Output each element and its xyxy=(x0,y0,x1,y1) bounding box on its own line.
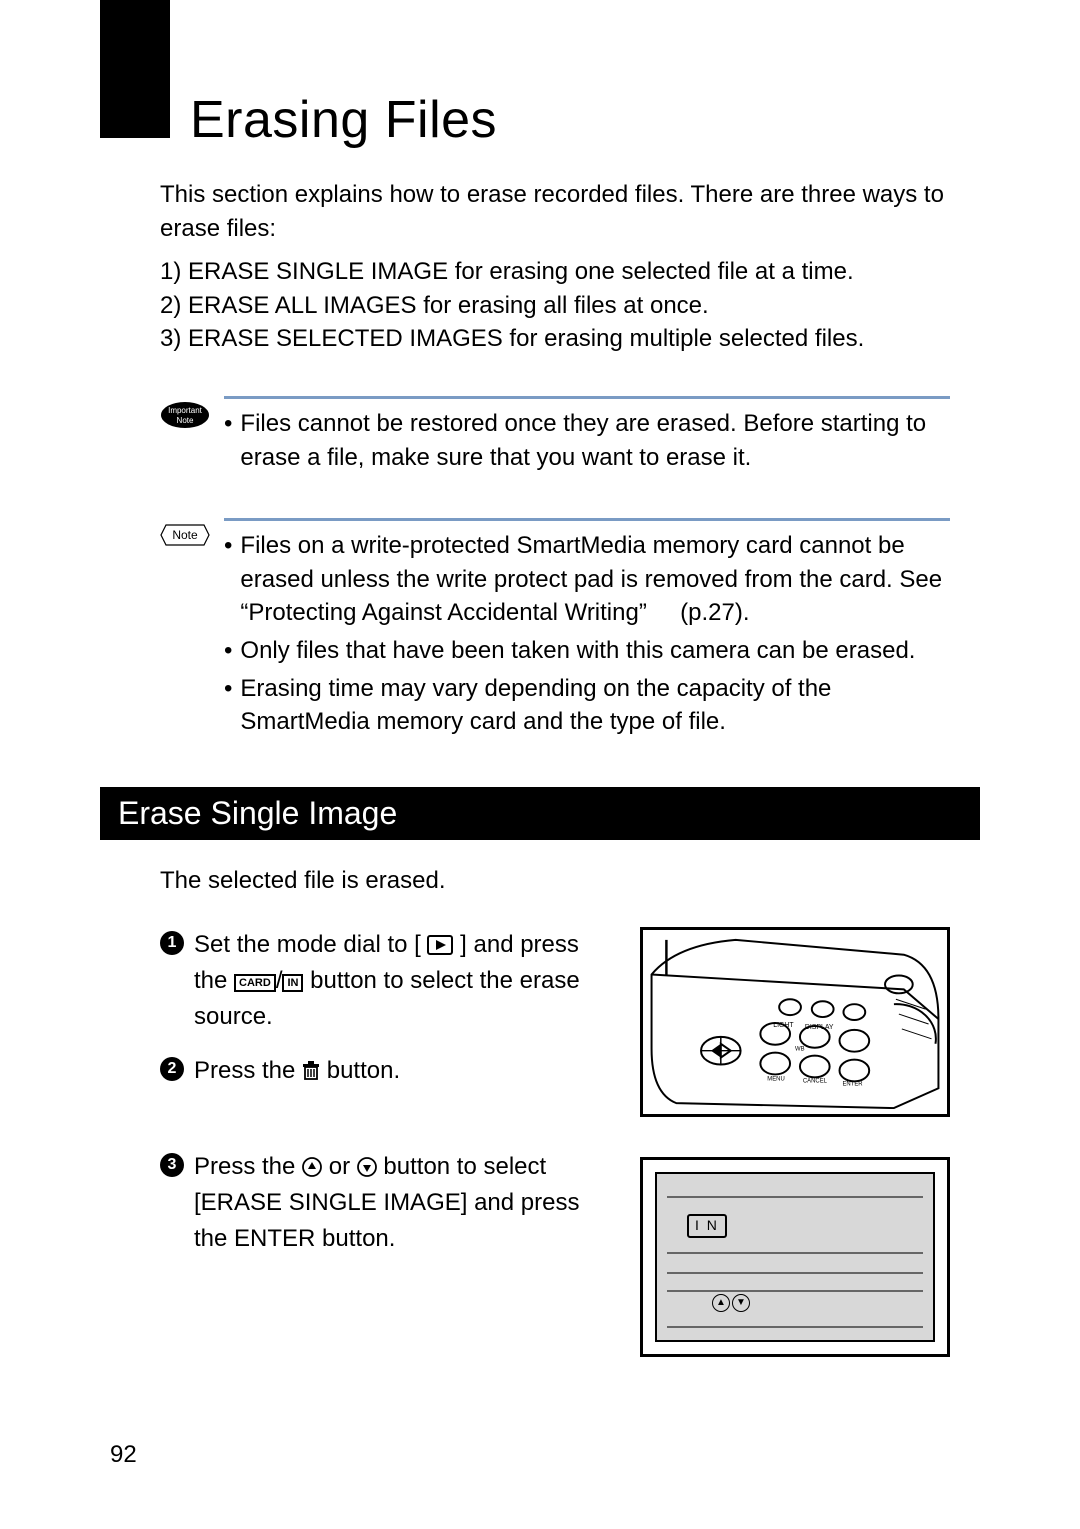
step-number-icon: 2 xyxy=(160,1057,184,1081)
in-badge-icon: I N xyxy=(687,1214,727,1238)
bullet-icon: • xyxy=(224,407,232,474)
note-badge-icon: Note xyxy=(160,522,210,553)
chapter-tab xyxy=(100,0,170,138)
bullet-icon: • xyxy=(224,634,232,668)
svg-text:DISPLAY: DISPLAY xyxy=(805,1024,834,1031)
note-text: Only files that have been taken with thi… xyxy=(240,634,915,668)
section-heading: Erase Single Image xyxy=(100,787,980,840)
steps-column: 1 Set the mode dial to [ ] and press the… xyxy=(160,927,610,1275)
bullet-icon: • xyxy=(224,529,232,630)
screen-figure: I N ▲ ▼ xyxy=(640,1157,950,1357)
note-item: • Files on a write-protected SmartMedia … xyxy=(224,529,950,630)
step-fragment: Press the xyxy=(194,1057,302,1084)
trash-icon xyxy=(302,1061,320,1081)
note-callout: Note • Files on a write-protected SmartM… xyxy=(160,518,950,743)
step-fragment: Press the xyxy=(194,1153,302,1180)
step-number-icon: 3 xyxy=(160,1153,184,1177)
screen-arrows: ▲ ▼ xyxy=(712,1294,750,1312)
method-item: 3) ERASE SELECTED IMAGES for erasing mul… xyxy=(160,322,950,356)
step-fragment: Set the mode dial to [ xyxy=(194,931,421,958)
svg-text:LIGHT: LIGHT xyxy=(773,1022,794,1029)
manual-page: Erasing Files This section explains how … xyxy=(0,0,1080,1529)
note-text: Files on a write-protected SmartMedia me… xyxy=(240,529,950,630)
step-1: 1 Set the mode dial to [ ] and press the… xyxy=(160,927,610,1035)
step-text: Set the mode dial to [ ] and press the C… xyxy=(194,927,610,1035)
camera-illustration-icon: LIGHT DISPLAY WB MENU CANCEL ENTER xyxy=(643,930,947,1114)
step-fragment: or xyxy=(329,1153,357,1180)
important-item: • Files cannot be restored once they are… xyxy=(224,407,950,474)
step-2: 2 Press the button. xyxy=(160,1053,610,1089)
note-item: • Only files that have been taken with t… xyxy=(224,634,950,668)
camera-figure: LIGHT DISPLAY WB MENU CANCEL ENTER xyxy=(640,927,950,1117)
down-button-icon xyxy=(357,1157,377,1177)
method-item: 1) ERASE SINGLE IMAGE for erasing one se… xyxy=(160,255,950,289)
step-number-icon: 1 xyxy=(160,931,184,955)
note-item: • Erasing time may vary depending on the… xyxy=(224,672,950,739)
note-label: Note xyxy=(172,528,198,542)
playback-icon xyxy=(427,935,453,955)
svg-text:ENTER: ENTER xyxy=(842,1082,862,1088)
page-title: Erasing Files xyxy=(190,90,980,150)
section-lead: The selected file is erased. xyxy=(160,864,950,898)
screen-inner: I N ▲ ▼ xyxy=(655,1172,935,1342)
important-text: Files cannot be restored once they are e… xyxy=(240,407,950,474)
step-3: 3 Press the or button to select [ERASE S… xyxy=(160,1149,610,1257)
important-label-2: Note xyxy=(177,416,194,425)
figures-column: LIGHT DISPLAY WB MENU CANCEL ENTER I N xyxy=(640,927,950,1357)
method-item: 2) ERASE ALL IMAGES for erasing all file… xyxy=(160,289,950,323)
important-callout: Important Note • Files cannot be restore… xyxy=(160,396,950,478)
card-icon: CARD xyxy=(234,974,276,992)
section-body: The selected file is erased. 1 Set the m… xyxy=(160,864,950,1358)
svg-text:CANCEL: CANCEL xyxy=(803,1079,828,1085)
intro-text: This section explains how to erase recor… xyxy=(160,178,950,245)
up-arrow-icon: ▲ xyxy=(712,1294,730,1312)
in-icon: IN xyxy=(282,974,303,992)
svg-text:WB: WB xyxy=(795,1047,805,1053)
note-text: Erasing time may vary depending on the c… xyxy=(240,672,950,739)
page-number: 92 xyxy=(110,1441,137,1469)
important-body: • Files cannot be restored once they are… xyxy=(224,396,950,478)
step-text: Press the or button to select [ERASE SIN… xyxy=(194,1149,610,1257)
step-text: Press the button. xyxy=(194,1053,400,1089)
important-label-1: Important xyxy=(168,406,203,415)
note-body: • Files on a write-protected SmartMedia … xyxy=(224,518,950,743)
down-arrow-icon: ▼ xyxy=(732,1294,750,1312)
svg-text:MENU: MENU xyxy=(767,1077,784,1083)
step-fragment: button. xyxy=(327,1057,400,1084)
up-button-icon xyxy=(302,1157,322,1177)
bullet-icon: • xyxy=(224,672,232,739)
important-badge-icon: Important Note xyxy=(160,400,210,435)
steps-area: 1 Set the mode dial to [ ] and press the… xyxy=(160,927,950,1357)
